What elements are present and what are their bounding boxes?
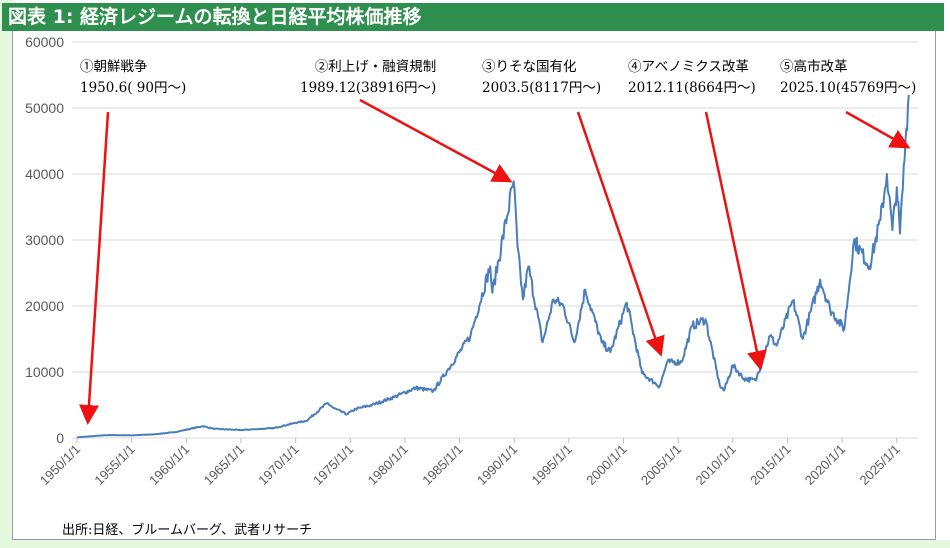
x-tick-label: 1955/1/1	[91, 442, 137, 488]
bottom-stripe	[0, 540, 950, 548]
x-tick-label: 1970/1/1	[255, 442, 301, 488]
x-tick-label: 1975/1/1	[310, 442, 356, 488]
chart-frame	[12, 31, 936, 540]
y-tick-label: 50000	[25, 100, 64, 116]
x-tick-label: 1985/1/1	[419, 442, 465, 488]
y-tick-label: 30000	[25, 232, 64, 248]
series-line-nikkei	[76, 94, 910, 439]
annotation-label: ⑤高市改革	[780, 59, 848, 75]
x-tick-label: 1965/1/1	[201, 442, 247, 488]
x-tick-label: 2000/1/1	[583, 442, 629, 488]
left-stripe	[0, 0, 14, 548]
annotation-arrow	[359, 98, 513, 183]
annotation-detail: 2025.10(45769円～)	[780, 80, 917, 96]
y-tick-label: 40000	[25, 166, 64, 182]
source-note: 出所:日経、ブルームバーグ、武者リサーチ	[62, 523, 313, 538]
annotation-arrow	[704, 111, 767, 371]
annotation-arrow	[845, 110, 911, 149]
annotation-label: ②利上げ・融資規制	[314, 59, 437, 75]
annotation-2: ②利上げ・融資規制 1989.12(38916円～)	[300, 57, 436, 99]
x-tick-label: 1995/1/1	[529, 442, 575, 488]
annotation-arrow	[576, 111, 665, 357]
x-tick-label: 2020/1/1	[802, 442, 848, 488]
y-tick-label: 10000	[25, 364, 64, 380]
x-tick-label: 1980/1/1	[365, 442, 411, 488]
y-tick-label: 60000	[25, 34, 64, 50]
annotation-label: ③りそな国有化	[482, 59, 577, 75]
x-tick-label: 1950/1/1	[37, 442, 83, 488]
annotation-4: ④アベノミクス改革 2012.11(8664円～)	[628, 57, 756, 99]
annotation-5: ⑤高市改革 2025.10(45769円～)	[780, 57, 916, 99]
annotation-detail: 2012.11(8664円～)	[628, 80, 756, 96]
annotation-detail: 2003.5(8117円～)	[482, 80, 602, 96]
x-tick-label: 2025/1/1	[856, 442, 902, 488]
annotation-1: ①朝鮮戦争 1950.6( 90円～)	[80, 57, 186, 99]
annotation-label: ④アベノミクス改革	[628, 59, 749, 75]
x-tick-label: 1990/1/1	[474, 442, 520, 488]
x-tick-label: 1960/1/1	[146, 442, 192, 488]
y-tick-label: 20000	[25, 298, 64, 314]
annotation-label: ①朝鮮戦争	[80, 59, 148, 75]
y-tick-label: 0	[56, 430, 64, 446]
chart-title: 図表 1: 経済レジームの転換と日経平均株価推移	[2, 3, 944, 31]
annotation-arrow	[78, 111, 110, 425]
annotation-detail: 1989.12(38916円～)	[300, 80, 437, 96]
x-tick-label: 2015/1/1	[747, 442, 793, 488]
x-tick-label: 2010/1/1	[693, 442, 739, 488]
annotation-detail: 1950.6( 90円～)	[80, 80, 187, 96]
annotation-3: ③りそな国有化 2003.5(8117円～)	[482, 57, 601, 99]
x-tick-label: 2005/1/1	[638, 442, 684, 488]
